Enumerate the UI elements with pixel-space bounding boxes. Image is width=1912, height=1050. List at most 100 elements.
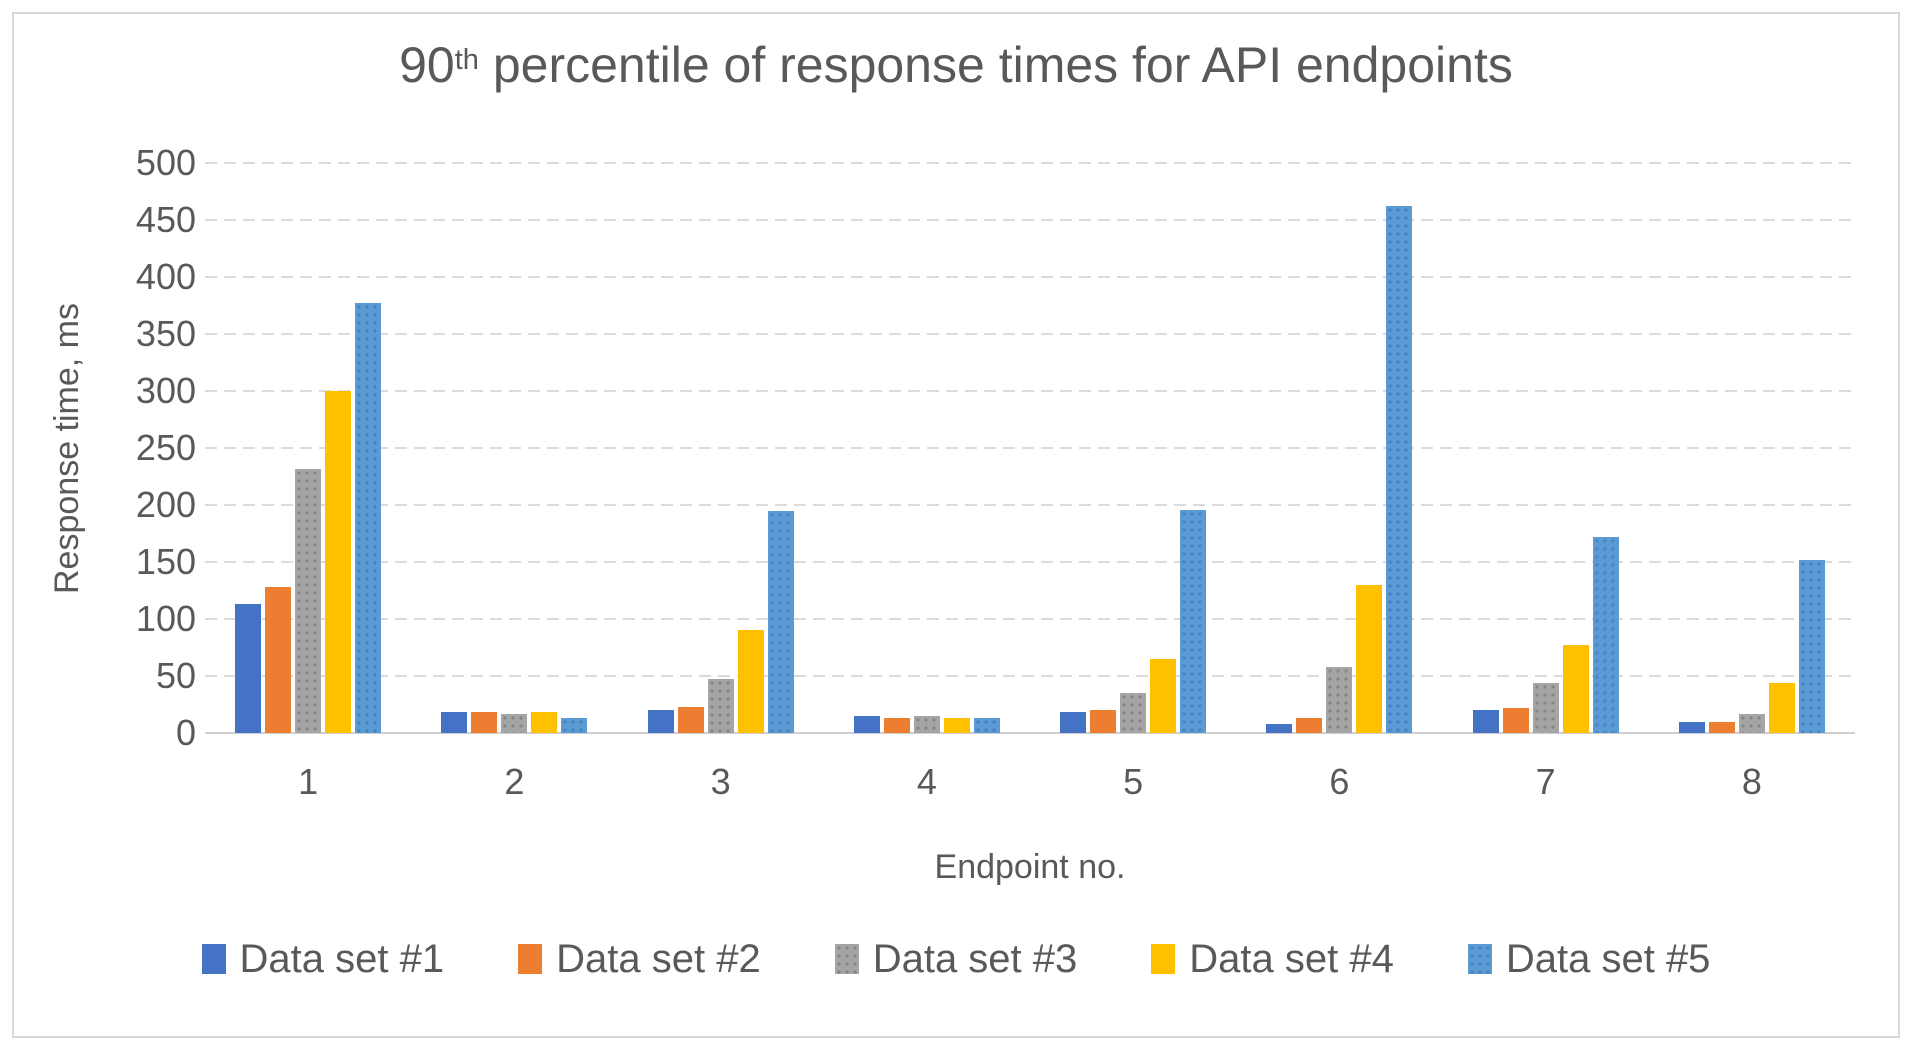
gridline (205, 333, 1855, 335)
bar-series-1-endpoint-6 (1266, 723, 1293, 733)
x-tick-label: 2 (504, 761, 525, 802)
bar-series-3-endpoint-1 (295, 468, 322, 733)
bar-series-1-endpoint-4 (853, 715, 880, 733)
chart-card: 90th percentile of response times for AP… (12, 12, 1900, 1038)
bar-series-2-endpoint-8 (1708, 721, 1735, 733)
bar-series-2-endpoint-3 (677, 706, 704, 733)
bar-series-4-endpoint-1 (325, 391, 352, 733)
bar-group-endpoint-1 (205, 163, 411, 733)
legend-label: Data set #3 (872, 937, 1078, 981)
gridline (205, 618, 1855, 620)
bar-series-5-endpoint-7 (1592, 536, 1619, 733)
legend: Data set #1 Data set #2 Data set #3 Data se… (14, 926, 1898, 992)
gridline (205, 390, 1855, 392)
legend-label: Data set #2 (556, 937, 761, 981)
gridline (205, 162, 1855, 164)
y-tick-label: 200 (135, 484, 196, 525)
bar-series-4-endpoint-4 (943, 718, 970, 733)
legend-swatch-icon (834, 944, 859, 974)
legend-item-2: Data set #2 (518, 939, 761, 979)
legend-item-4: Data set #4 (1151, 939, 1394, 979)
bar-series-5-endpoint-5 (1180, 509, 1207, 733)
legend-label: Data set #4 (1189, 937, 1394, 981)
x-axis-line (205, 732, 1855, 734)
bar-series-1-endpoint-1 (235, 604, 262, 733)
legend-item-5: Data set #5 (1467, 937, 1711, 981)
bar-group-endpoint-3 (618, 163, 824, 733)
y-tick-label: 300 (135, 370, 196, 411)
bar-group-endpoint-6 (1236, 163, 1442, 733)
bar-series-2-endpoint-2 (471, 712, 498, 733)
y-tick-label: 450 (135, 199, 196, 240)
legend-item-1: Data set #1 (201, 937, 445, 981)
bar-group-endpoint-8 (1649, 163, 1855, 733)
y-tick-label: 0 (175, 712, 196, 753)
bar-series-5-endpoint-2 (561, 718, 588, 733)
bar-group-endpoint-7 (1443, 163, 1649, 733)
legend-swatch-icon (1151, 944, 1176, 974)
plot-area (205, 162, 1855, 734)
y-tick-label: 150 (135, 541, 196, 582)
bar-group-endpoint-4 (824, 163, 1030, 733)
legend-swatch-icon (201, 944, 226, 974)
bar-series-2-endpoint-1 (265, 587, 292, 733)
bar-series-5-endpoint-6 (1386, 206, 1413, 733)
bar-series-4-endpoint-8 (1768, 682, 1795, 733)
bar-series-2-endpoint-5 (1090, 710, 1117, 733)
gridline (205, 219, 1855, 221)
y-tick-label: 500 (135, 142, 196, 183)
bar-series-5-endpoint-8 (1798, 559, 1825, 733)
bar-series-2-endpoint-6 (1296, 718, 1323, 733)
y-axis-tick-labels: 0 50 100 150 200 250 300 350 400 450 500 (74, 145, 196, 751)
bar-series-4-endpoint-3 (737, 630, 764, 733)
bar-series-3-endpoint-8 (1738, 713, 1765, 733)
x-tick-label: 3 (710, 761, 731, 802)
bar-group-endpoint-2 (411, 163, 617, 733)
y-tick-label: 400 (135, 256, 196, 297)
bar-series-3-endpoint-7 (1532, 682, 1559, 733)
y-tick-label: 250 (135, 427, 196, 468)
gridline (205, 447, 1855, 449)
y-tick-label: 100 (135, 598, 196, 639)
chart-title-rest: percentile of response times for API end… (478, 37, 1513, 93)
bar-series-3-endpoint-2 (501, 713, 528, 733)
legend-label: Data set #5 (1505, 937, 1711, 981)
bar-series-4-endpoint-7 (1562, 645, 1589, 733)
bar-series-1-endpoint-8 (1678, 721, 1705, 733)
x-tick-label: 4 (916, 761, 937, 802)
bar-series-4-endpoint-5 (1150, 658, 1177, 733)
x-axis-title: Endpoint no. (205, 848, 1855, 887)
bar-series-5-endpoint-4 (973, 718, 1000, 733)
bar-series-3-endpoint-4 (913, 715, 940, 733)
bar-series-1-endpoint-5 (1060, 712, 1087, 733)
x-tick-label: 5 (1123, 761, 1144, 802)
gridline (205, 276, 1855, 278)
legend-item-3: Data set #3 (834, 937, 1078, 981)
bar-series-1-endpoint-3 (647, 710, 674, 733)
bar-series-3-endpoint-3 (707, 679, 734, 733)
legend-swatch-icon (1467, 944, 1492, 974)
y-tick-label: 350 (135, 313, 196, 354)
bar-series-1-endpoint-2 (441, 712, 468, 733)
gridline (205, 675, 1855, 677)
bar-series-2-endpoint-7 (1502, 707, 1529, 733)
bar-group-endpoint-5 (1030, 163, 1236, 733)
x-axis-title-text: Endpoint no. (934, 848, 1126, 886)
chart-title: 90th percentile of response times for AP… (14, 36, 1898, 94)
gridline (205, 504, 1855, 506)
legend-swatch-icon (518, 944, 543, 974)
bar-series-4-endpoint-6 (1356, 584, 1383, 733)
gridline (205, 561, 1855, 563)
bars-layer (205, 163, 1855, 733)
gridline-layer (205, 162, 1855, 734)
x-axis-tick-labels: 1 2 3 4 5 6 7 8 (205, 761, 1855, 803)
bar-series-1-endpoint-7 (1472, 710, 1499, 733)
bar-series-4-endpoint-2 (531, 712, 558, 733)
bar-series-3-endpoint-6 (1326, 666, 1353, 733)
y-tick-label: 50 (155, 655, 196, 696)
bar-series-5-endpoint-3 (767, 510, 794, 733)
legend-label: Data set #1 (239, 937, 445, 981)
x-tick-label: 6 (1329, 761, 1350, 802)
bar-series-2-endpoint-4 (883, 718, 910, 733)
x-tick-label: 8 (1741, 761, 1762, 802)
